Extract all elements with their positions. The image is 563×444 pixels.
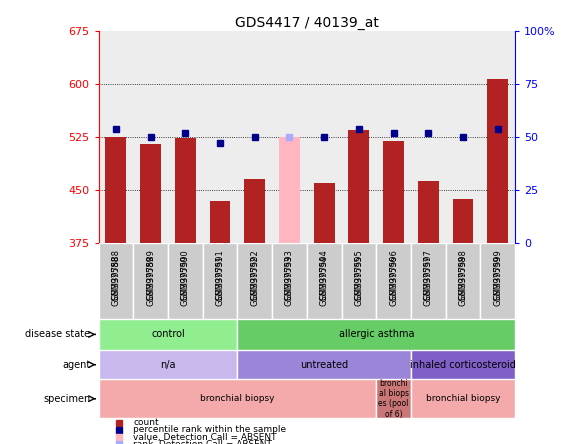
Text: GSM397588: GSM397588 bbox=[111, 255, 120, 306]
Bar bbox=[480, 31, 515, 243]
Text: GSM397593: GSM397593 bbox=[285, 255, 294, 306]
Text: GSM397597: GSM397597 bbox=[424, 255, 433, 306]
Bar bbox=[203, 243, 238, 318]
Bar bbox=[376, 243, 411, 318]
Text: GSM397595: GSM397595 bbox=[355, 255, 363, 306]
Text: GSM397596: GSM397596 bbox=[389, 255, 398, 306]
Text: GSM397597: GSM397597 bbox=[424, 249, 433, 300]
Bar bbox=[209, 201, 230, 243]
Text: GSM397591: GSM397591 bbox=[216, 249, 225, 300]
Text: GSM397594: GSM397594 bbox=[320, 249, 329, 300]
Text: GSM397596: GSM397596 bbox=[389, 249, 398, 300]
Bar bbox=[99, 318, 238, 350]
Bar bbox=[307, 243, 342, 318]
Bar bbox=[133, 31, 168, 243]
Bar bbox=[411, 243, 446, 318]
Bar bbox=[238, 350, 411, 379]
Bar bbox=[175, 138, 196, 243]
Text: GSM397599: GSM397599 bbox=[493, 249, 502, 300]
Bar bbox=[480, 243, 515, 318]
Title: GDS4417 / 40139_at: GDS4417 / 40139_at bbox=[235, 16, 379, 30]
Text: bronchial biopsy: bronchial biopsy bbox=[200, 394, 275, 403]
Text: count: count bbox=[133, 418, 159, 427]
Bar bbox=[244, 179, 265, 243]
Bar bbox=[133, 243, 168, 318]
Bar bbox=[238, 318, 515, 350]
Text: GSM397590: GSM397590 bbox=[181, 249, 190, 300]
Bar bbox=[446, 243, 480, 318]
Text: GSM397594: GSM397594 bbox=[320, 255, 329, 306]
Text: agent: agent bbox=[62, 360, 90, 370]
Bar bbox=[488, 79, 508, 243]
Text: disease state: disease state bbox=[25, 329, 90, 339]
Bar bbox=[411, 350, 515, 379]
Text: GSM397592: GSM397592 bbox=[251, 255, 259, 306]
Bar bbox=[307, 31, 342, 243]
Text: GSM397598: GSM397598 bbox=[459, 249, 467, 300]
Bar bbox=[272, 31, 307, 243]
Bar bbox=[453, 199, 473, 243]
Text: GSM397599: GSM397599 bbox=[493, 255, 502, 306]
Bar bbox=[99, 243, 133, 318]
Text: GSM397595: GSM397595 bbox=[355, 249, 363, 300]
Bar bbox=[383, 140, 404, 243]
Bar bbox=[279, 137, 300, 243]
Text: n/a: n/a bbox=[160, 360, 176, 370]
Text: rank, Detection Call = ABSENT: rank, Detection Call = ABSENT bbox=[133, 440, 272, 444]
Bar bbox=[342, 243, 376, 318]
Text: GSM397593: GSM397593 bbox=[285, 249, 294, 300]
Text: specimen: specimen bbox=[43, 394, 90, 404]
Bar bbox=[238, 31, 272, 243]
Text: inhaled corticosteroid: inhaled corticosteroid bbox=[410, 360, 516, 370]
Text: allergic asthma: allergic asthma bbox=[338, 329, 414, 339]
Bar bbox=[348, 130, 369, 243]
Bar bbox=[376, 379, 411, 418]
Text: GSM397590: GSM397590 bbox=[181, 255, 190, 306]
Text: bronchial biopsy: bronchial biopsy bbox=[426, 394, 501, 403]
Text: control: control bbox=[151, 329, 185, 339]
Bar bbox=[99, 350, 238, 379]
Bar bbox=[140, 144, 161, 243]
Bar bbox=[99, 31, 133, 243]
Text: value, Detection Call = ABSENT: value, Detection Call = ABSENT bbox=[133, 432, 277, 442]
Bar bbox=[238, 243, 272, 318]
Bar bbox=[168, 31, 203, 243]
Bar bbox=[99, 379, 376, 418]
Bar bbox=[272, 243, 307, 318]
Text: untreated: untreated bbox=[300, 360, 348, 370]
Text: GSM397591: GSM397591 bbox=[216, 255, 225, 306]
Bar bbox=[314, 183, 334, 243]
Bar bbox=[105, 137, 126, 243]
Bar bbox=[376, 31, 411, 243]
Bar bbox=[203, 31, 238, 243]
Text: GSM397589: GSM397589 bbox=[146, 249, 155, 300]
Text: GSM397588: GSM397588 bbox=[111, 249, 120, 300]
Text: GSM397592: GSM397592 bbox=[251, 249, 259, 300]
Text: GSM397598: GSM397598 bbox=[459, 255, 467, 306]
Bar bbox=[446, 31, 480, 243]
Text: GSM397589: GSM397589 bbox=[146, 255, 155, 306]
Bar bbox=[418, 181, 439, 243]
Bar bbox=[342, 31, 376, 243]
Bar bbox=[168, 243, 203, 318]
Bar bbox=[411, 31, 446, 243]
Bar bbox=[411, 379, 515, 418]
Text: percentile rank within the sample: percentile rank within the sample bbox=[133, 425, 287, 434]
Text: bronchi
al biops
es (pool
of 6): bronchi al biops es (pool of 6) bbox=[378, 379, 409, 419]
